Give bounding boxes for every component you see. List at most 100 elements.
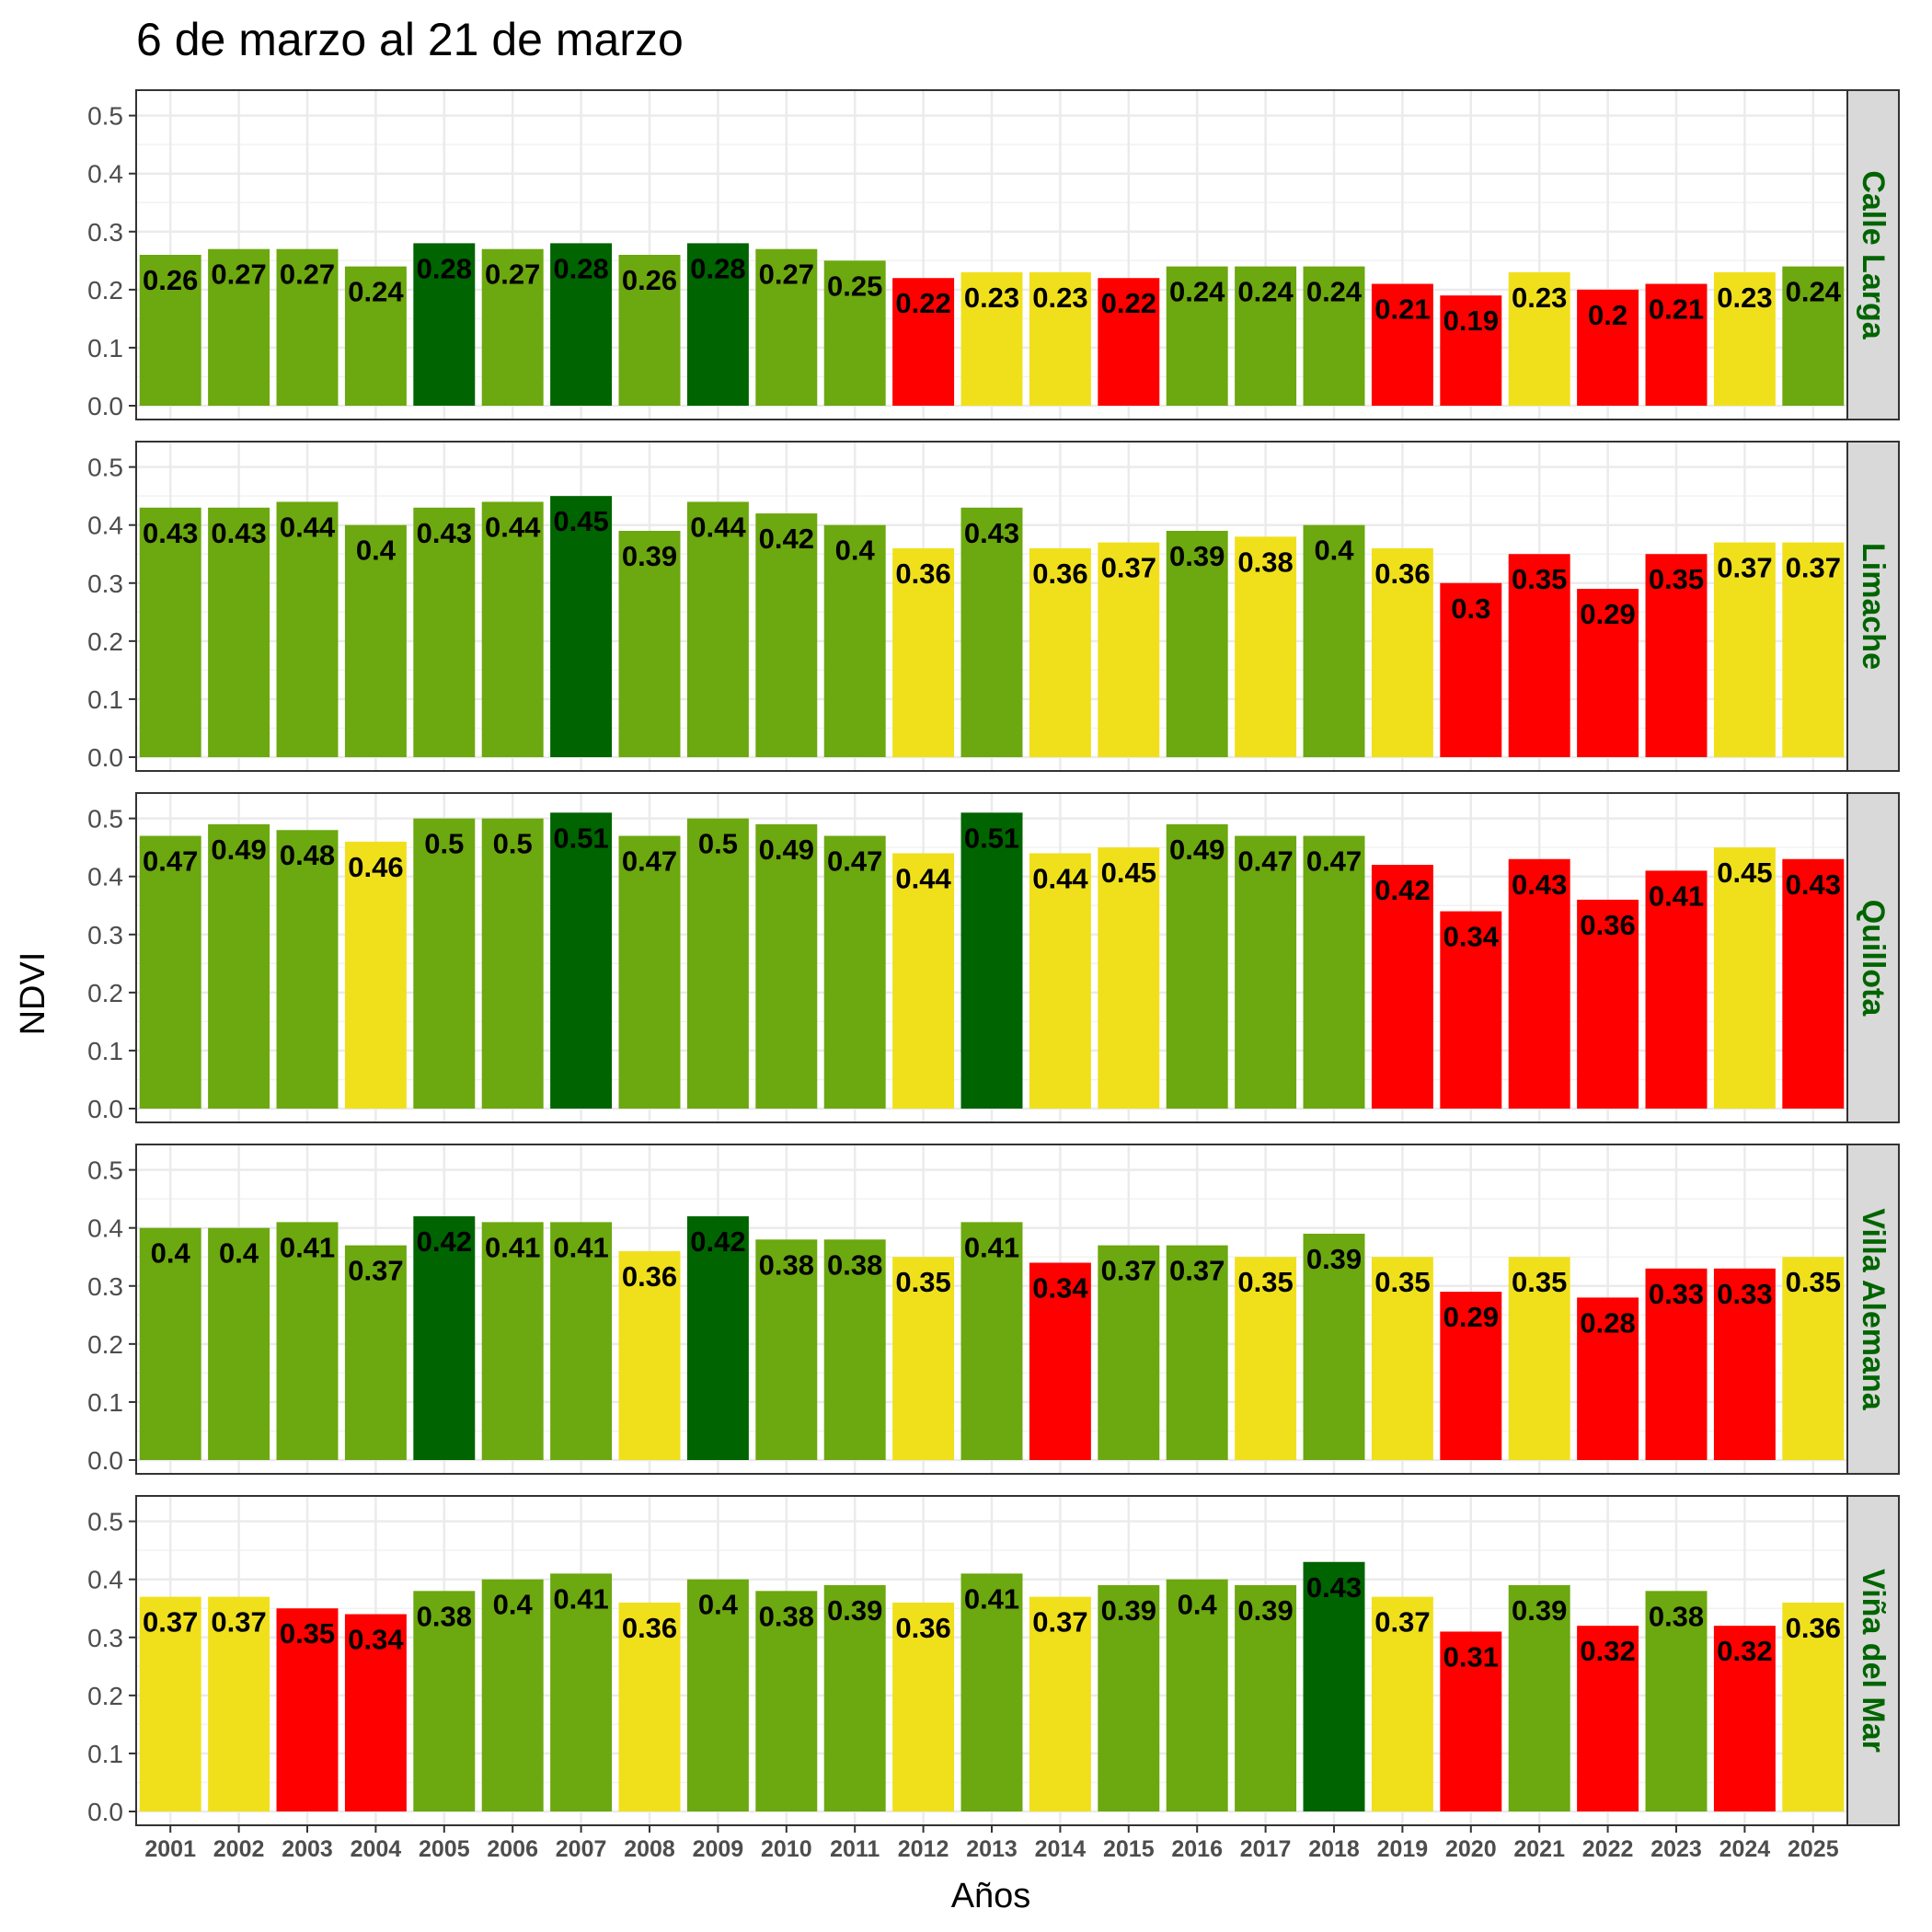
bar — [1713, 271, 1776, 406]
bar-label: 0.28 — [690, 252, 745, 284]
bar — [1029, 1596, 1091, 1811]
x-tick-label: 2012 — [898, 1836, 949, 1862]
bar-label: 0.36 — [1786, 1612, 1841, 1644]
bar — [1645, 870, 1708, 1109]
x-tick-label: 2016 — [1171, 1836, 1223, 1862]
x-tick-label: 2009 — [693, 1836, 744, 1862]
bar-label: 0.45 — [1101, 857, 1156, 889]
bar — [1371, 1596, 1433, 1811]
bar-label: 0.4 — [1178, 1589, 1218, 1621]
bar — [1235, 1257, 1297, 1460]
bar-label: 0.39 — [1306, 1243, 1362, 1275]
y-tick-label: 0.1 — [87, 1740, 123, 1768]
x-tick-label: 2023 — [1650, 1836, 1702, 1862]
bar — [892, 278, 955, 406]
x-tick-label: 2002 — [213, 1836, 265, 1862]
y-tick-label: 0.1 — [87, 685, 123, 714]
bar — [1645, 1268, 1708, 1460]
facet-strip — [1846, 441, 1900, 772]
bar — [550, 496, 613, 757]
bar — [413, 1216, 476, 1460]
y-tick-label: 0.2 — [87, 979, 123, 1007]
bar-label: 0.39 — [1101, 1594, 1156, 1627]
facet-strip-label: Villa Alemana — [1856, 1208, 1891, 1410]
bar — [481, 1222, 544, 1460]
bar-label: 0.23 — [1032, 282, 1087, 314]
bar — [1508, 271, 1570, 406]
x-tick-label: 2004 — [351, 1836, 402, 1862]
bar-label: 0.38 — [827, 1248, 882, 1281]
bar — [892, 1602, 955, 1811]
bar-label: 0.38 — [759, 1248, 814, 1281]
bar-label: 0.43 — [143, 517, 198, 549]
y-tick-label: 0.1 — [87, 1388, 123, 1417]
y-tick-label: 0.5 — [87, 454, 123, 482]
bar-label: 0.49 — [1169, 834, 1225, 866]
x-tick-label: 2008 — [624, 1836, 675, 1862]
bar — [1235, 536, 1297, 757]
y-tick-label: 0.4 — [87, 863, 123, 891]
y-tick-label: 0.0 — [87, 1798, 123, 1826]
bar — [755, 248, 818, 406]
facet-strip — [1846, 1495, 1900, 1826]
y-tick-label: 0.3 — [87, 1272, 123, 1301]
bar-label: 0.24 — [1786, 276, 1842, 308]
facet-strip — [1846, 89, 1900, 420]
bar-label: 0.39 — [827, 1594, 882, 1627]
y-tick-label: 0.4 — [87, 512, 123, 540]
bar — [686, 1216, 749, 1460]
bar — [892, 853, 955, 1109]
bar-label: 0.29 — [1443, 1301, 1499, 1333]
bar-label: 0.34 — [1032, 1272, 1088, 1305]
bar-label: 0.47 — [622, 845, 677, 878]
bar — [208, 507, 270, 757]
bar-label: 0.24 — [1237, 276, 1294, 308]
bar — [481, 818, 544, 1109]
bar-label: 0.47 — [143, 845, 198, 878]
bar-label: 0.36 — [1374, 558, 1430, 590]
bar-label: 0.42 — [417, 1225, 472, 1258]
bar — [1166, 266, 1228, 406]
x-tick-label: 2022 — [1582, 1836, 1634, 1862]
bar-label: 0.51 — [964, 822, 1019, 854]
bar — [823, 1585, 886, 1811]
bar — [755, 823, 818, 1109]
bar-label: 0.3 — [1451, 592, 1490, 625]
facet-strip-label: Limache — [1856, 543, 1891, 670]
bar-label: 0.38 — [1649, 1600, 1704, 1632]
bar — [139, 1596, 201, 1811]
bar — [276, 1608, 339, 1811]
bar-label: 0.35 — [280, 1617, 335, 1650]
bar-label: 0.41 — [280, 1231, 335, 1263]
x-tick-label: 2014 — [1035, 1836, 1087, 1862]
bar-label: 0.51 — [553, 822, 608, 854]
y-tick-label: 0.1 — [87, 1037, 123, 1065]
facet-strip — [1846, 1144, 1900, 1475]
bar-label: 0.4 — [698, 1589, 739, 1621]
bar-label: 0.36 — [1032, 558, 1087, 590]
bar-label: 0.26 — [143, 264, 198, 296]
bar — [1303, 524, 1365, 757]
bar-label: 0.24 — [1306, 276, 1363, 308]
bar — [344, 1614, 407, 1811]
bar — [1440, 1631, 1502, 1811]
facet-strip-label: Calle Larga — [1856, 170, 1891, 339]
x-tick-label: 2021 — [1513, 1836, 1565, 1862]
bar — [1508, 1585, 1570, 1811]
bar-label: 0.37 — [1169, 1255, 1225, 1287]
bar-label: 0.24 — [348, 276, 404, 308]
y-tick-label: 0.0 — [87, 1446, 123, 1475]
bar — [618, 1250, 681, 1460]
bar — [1440, 911, 1502, 1109]
bar-label: 0.35 — [895, 1266, 950, 1298]
bar-label: 0.44 — [1032, 862, 1088, 894]
bar-label: 0.45 — [1717, 857, 1772, 889]
bar-label: 0.36 — [895, 1612, 950, 1644]
y-tick-label: 0.4 — [87, 160, 123, 189]
bar-label: 0.38 — [759, 1600, 814, 1632]
bar — [1029, 1262, 1091, 1460]
y-tick-label: 0.2 — [87, 627, 123, 656]
bar-label: 0.28 — [417, 252, 472, 284]
y-tick-label: 0.3 — [87, 569, 123, 598]
bar — [413, 243, 476, 406]
